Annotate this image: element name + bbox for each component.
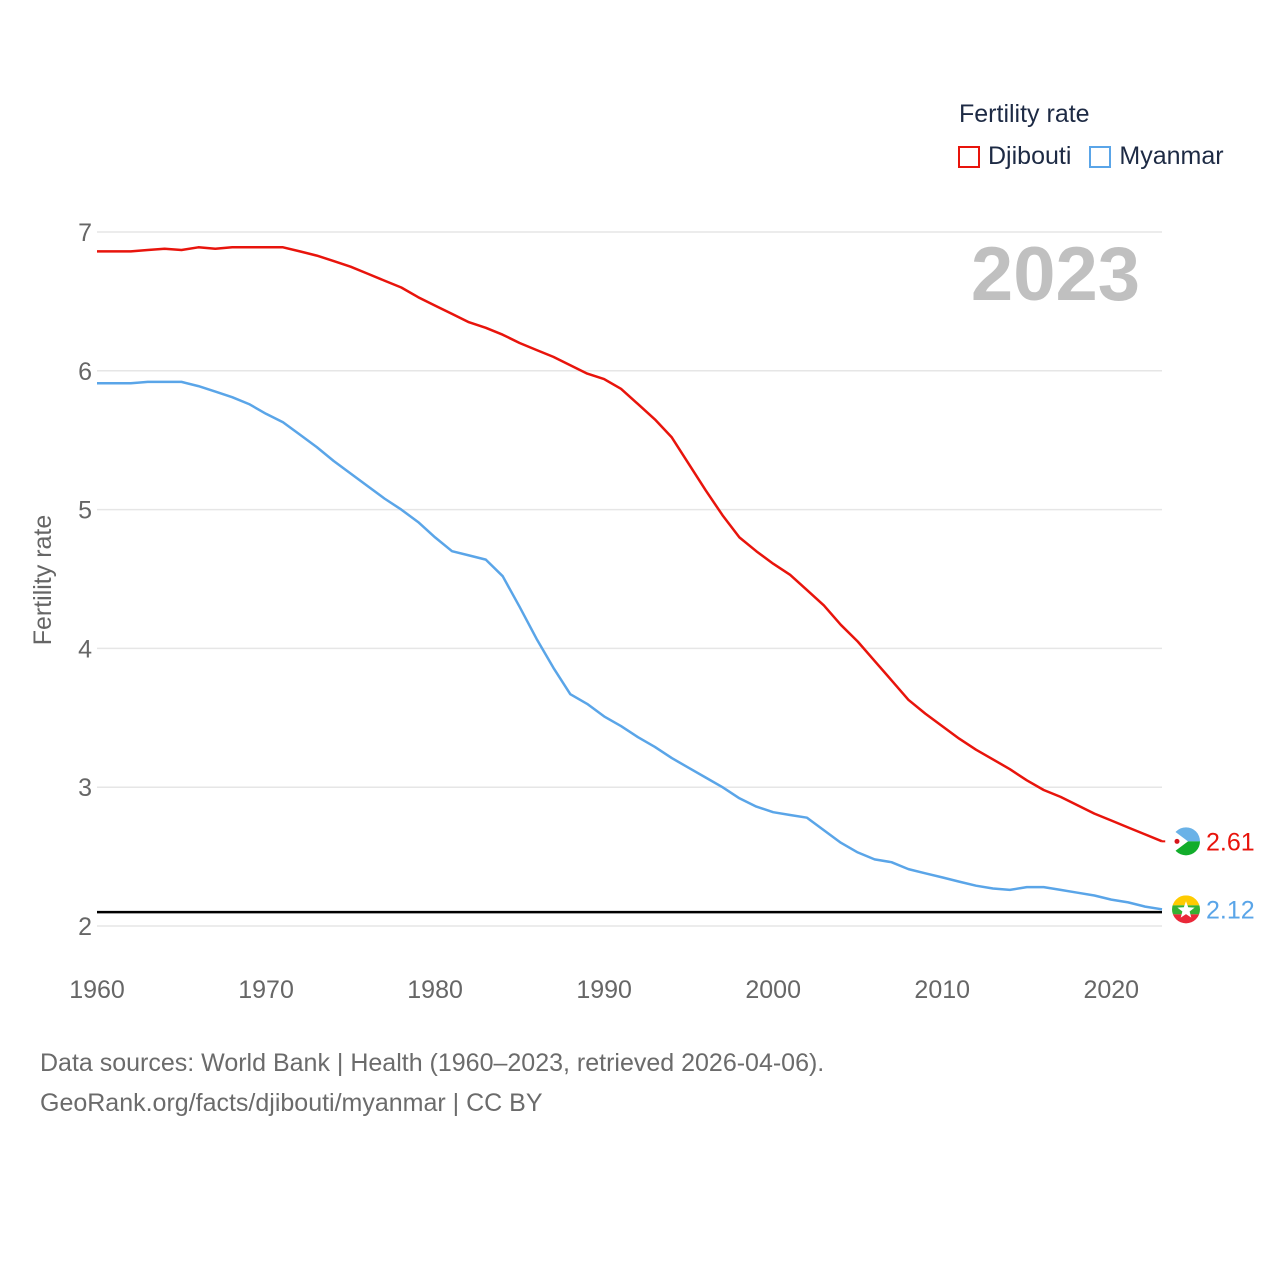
y-tick-label: 3 [78, 774, 92, 802]
series-line-myanmar[interactable] [97, 380, 1163, 911]
djibouti-flag-icon [1162, 827, 1200, 856]
series-line-djibouti[interactable] [97, 246, 1163, 843]
end-markers: 2.61 2.12 [1162, 827, 1255, 924]
series-group [97, 246, 1163, 911]
legend-item-myanmar[interactable]: Myanmar [1089, 142, 1224, 171]
legend-swatch-myanmar [1089, 145, 1112, 168]
y-tick-label: 4 [78, 635, 92, 663]
footer-link[interactable]: GeoRank.org/facts/djibouti/myanmar | CC … [40, 1089, 543, 1117]
x-tick-label: 1960 [69, 976, 125, 1004]
y-axis-ticks: 2 3 4 5 6 7 [78, 219, 92, 941]
legend: Djibouti Myanmar [958, 142, 1242, 171]
x-tick-label: 2000 [745, 976, 801, 1004]
y-tick-label: 2 [78, 913, 92, 941]
x-axis-ticks: 1960 1970 1980 1990 2000 2010 2020 [69, 976, 1139, 1004]
myanmar-flag-icon [1172, 895, 1200, 924]
x-tick-label: 1970 [238, 976, 294, 1004]
gridlines [97, 231, 1162, 927]
legend-item-djibouti[interactable]: Djibouti [958, 142, 1071, 171]
legend-label-djibouti: Djibouti [988, 142, 1072, 170]
footer-source: Data sources: World Bank | Health (1960–… [40, 1049, 825, 1077]
end-label-myanmar: 2.12 [1206, 896, 1255, 924]
y-tick-label: 6 [78, 358, 92, 386]
legend-swatch-djibouti [958, 145, 980, 168]
x-tick-label: 2020 [1083, 976, 1139, 1004]
y-axis-label: Fertility rate [29, 515, 57, 646]
legend-title: Fertility rate [959, 100, 1090, 128]
year-label: 2023 [971, 232, 1140, 317]
x-tick-label: 1980 [407, 976, 463, 1004]
y-tick-label: 7 [78, 219, 92, 247]
legend-label-myanmar: Myanmar [1119, 142, 1224, 170]
end-label-djibouti: 2.61 [1206, 828, 1255, 856]
x-tick-label: 1990 [576, 976, 632, 1004]
x-tick-label: 2010 [914, 976, 970, 1004]
y-tick-label: 5 [78, 497, 92, 525]
footer: Data sources: World Bank | Health (1960–… [40, 1043, 824, 1123]
